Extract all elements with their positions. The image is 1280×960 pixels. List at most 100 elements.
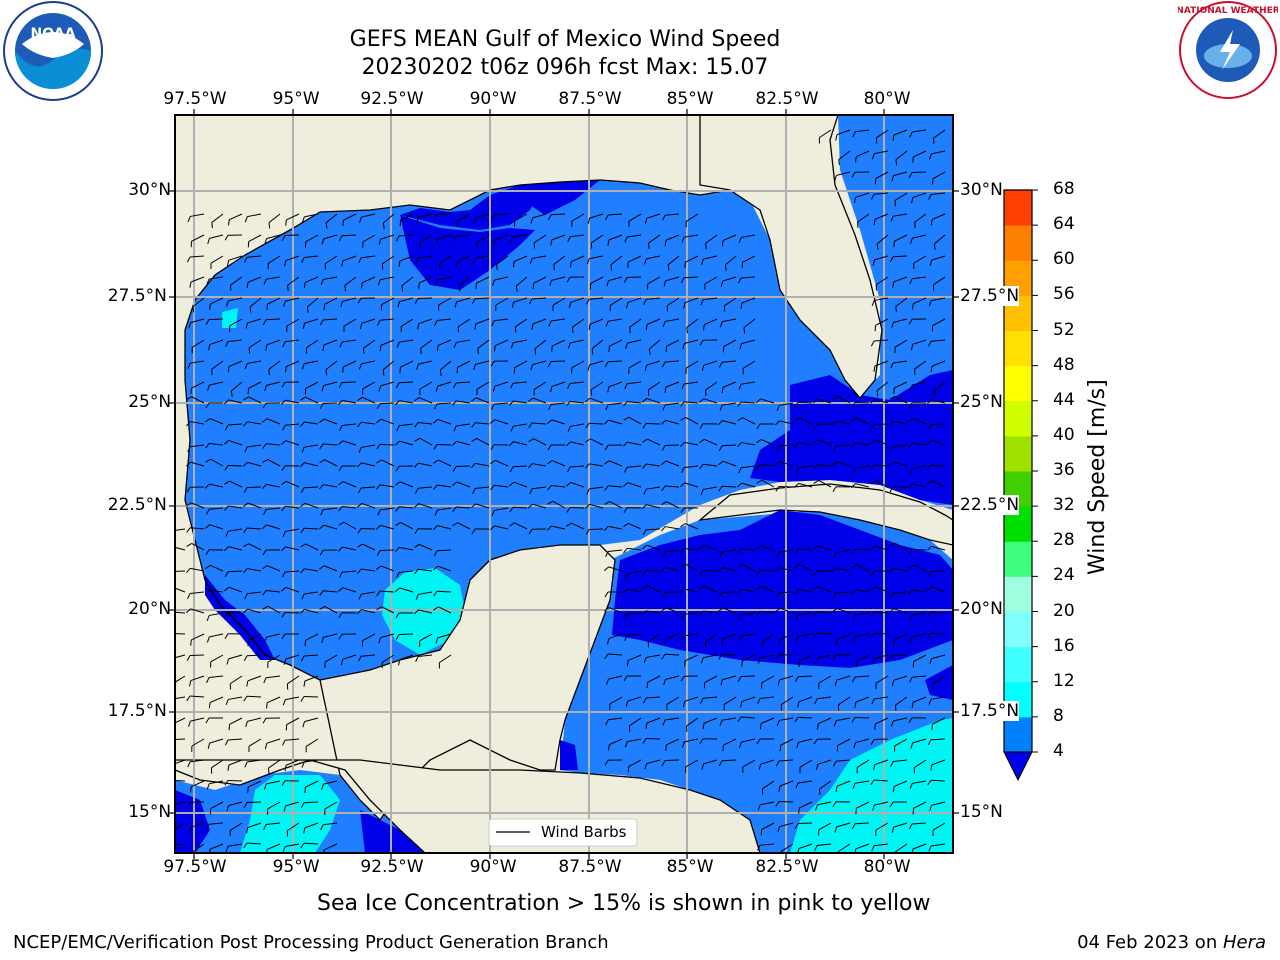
wind-barb (473, 360, 490, 371)
wind-barb (495, 297, 509, 311)
wind-barb (319, 318, 338, 326)
wind-barb (376, 590, 395, 597)
wind-barb (286, 675, 300, 690)
wind-barb (226, 654, 243, 665)
wind-barb (243, 421, 262, 427)
wind-barb (358, 255, 376, 264)
wind-barb (191, 738, 205, 752)
wind-barb (604, 500, 623, 509)
wind-barb (244, 255, 262, 263)
wind-barb (226, 801, 243, 812)
wind-barb (456, 213, 471, 227)
wind-barb (894, 192, 908, 207)
wind-barb (892, 276, 908, 288)
wind-barb (832, 801, 851, 807)
wind-barb (723, 696, 737, 711)
wind-barb (738, 612, 756, 620)
wind-barb (774, 460, 794, 467)
wind-barb (489, 525, 509, 531)
wind-barb (851, 442, 870, 448)
wind-barb (527, 503, 547, 509)
colorbar-tick-label: 24 (1053, 565, 1075, 586)
wind-barb (266, 297, 281, 310)
wind-barb (874, 318, 889, 332)
wind-barb (300, 543, 319, 551)
wind-barb (243, 801, 262, 808)
colorbar-segment (1004, 435, 1032, 472)
colorbar-segment (1004, 716, 1032, 753)
wind-barb (319, 484, 338, 490)
wind-barb (508, 441, 528, 447)
wind-barb (533, 381, 547, 396)
wind-barb (641, 504, 661, 510)
wind-barb (928, 297, 946, 307)
wind-barb (204, 524, 224, 530)
wind-barb (624, 633, 642, 641)
wind-barb (857, 213, 870, 228)
wind-barb (648, 234, 661, 249)
wind-barb (932, 276, 946, 291)
wind-barb (774, 567, 794, 573)
wind-barb (757, 843, 775, 851)
lon-label-top: 95°W (272, 89, 320, 109)
wind-barb (875, 129, 889, 144)
wind-barb (206, 780, 224, 790)
wind-barb (852, 465, 870, 474)
wind-barb (680, 276, 699, 284)
wind-barb (908, 564, 927, 572)
wind-barb (185, 567, 205, 573)
gulf-ocean (185, 115, 953, 680)
wind-barb (547, 460, 566, 467)
wind-barb (661, 360, 680, 368)
lat-label-right: 15°N (960, 802, 1003, 822)
wind-barb (301, 444, 319, 453)
wind-barb (206, 276, 224, 285)
wind-barb (452, 400, 471, 406)
wind-barb (893, 381, 908, 394)
wind-barb (187, 444, 205, 453)
wind-barb (509, 465, 528, 473)
wind-barb (699, 738, 718, 744)
lat-label-left: 25°N (128, 392, 172, 412)
wind-barb (263, 822, 281, 830)
colorbar-tick-label: 48 (1053, 354, 1075, 375)
wind-barb (606, 675, 623, 685)
wind-barb (175, 611, 186, 614)
wind-barb (623, 675, 641, 682)
wind-barb (528, 297, 547, 305)
wind-barb (192, 297, 205, 313)
wind-barb (833, 759, 851, 767)
wind-barb (740, 696, 756, 708)
wind-barb (325, 360, 338, 376)
lat-label-right: 20°N (960, 599, 1003, 619)
wind-barb (377, 318, 395, 326)
wind-barb (320, 276, 338, 286)
wind-barb (851, 589, 870, 595)
wind-barb (395, 381, 414, 389)
wind-barb (324, 255, 338, 270)
wind-barb (357, 486, 376, 494)
wind-barb (175, 717, 186, 725)
wind-barb (377, 276, 395, 286)
wind-barb (932, 675, 946, 690)
wind-barb (419, 381, 433, 395)
wind-barb (681, 612, 699, 620)
wind-barb (211, 360, 224, 376)
wind-barb (661, 460, 680, 467)
wind-barb (375, 524, 395, 530)
colorbar-tick-label: 40 (1053, 424, 1075, 445)
wind-barb (890, 360, 908, 369)
wind-barb (875, 276, 889, 291)
wind-barb (262, 605, 281, 614)
wind-barb (419, 234, 433, 249)
wind-barb (623, 507, 642, 513)
wind-barb (490, 484, 509, 491)
wind-barb (854, 843, 870, 853)
wind-barb (933, 129, 946, 144)
wind-barb (514, 213, 528, 227)
colorbar-tick-label: 8 (1053, 705, 1064, 726)
wind-barb (283, 297, 300, 307)
wind-barb (284, 255, 300, 267)
wind-barb (244, 360, 262, 370)
wind-barb (909, 612, 927, 621)
